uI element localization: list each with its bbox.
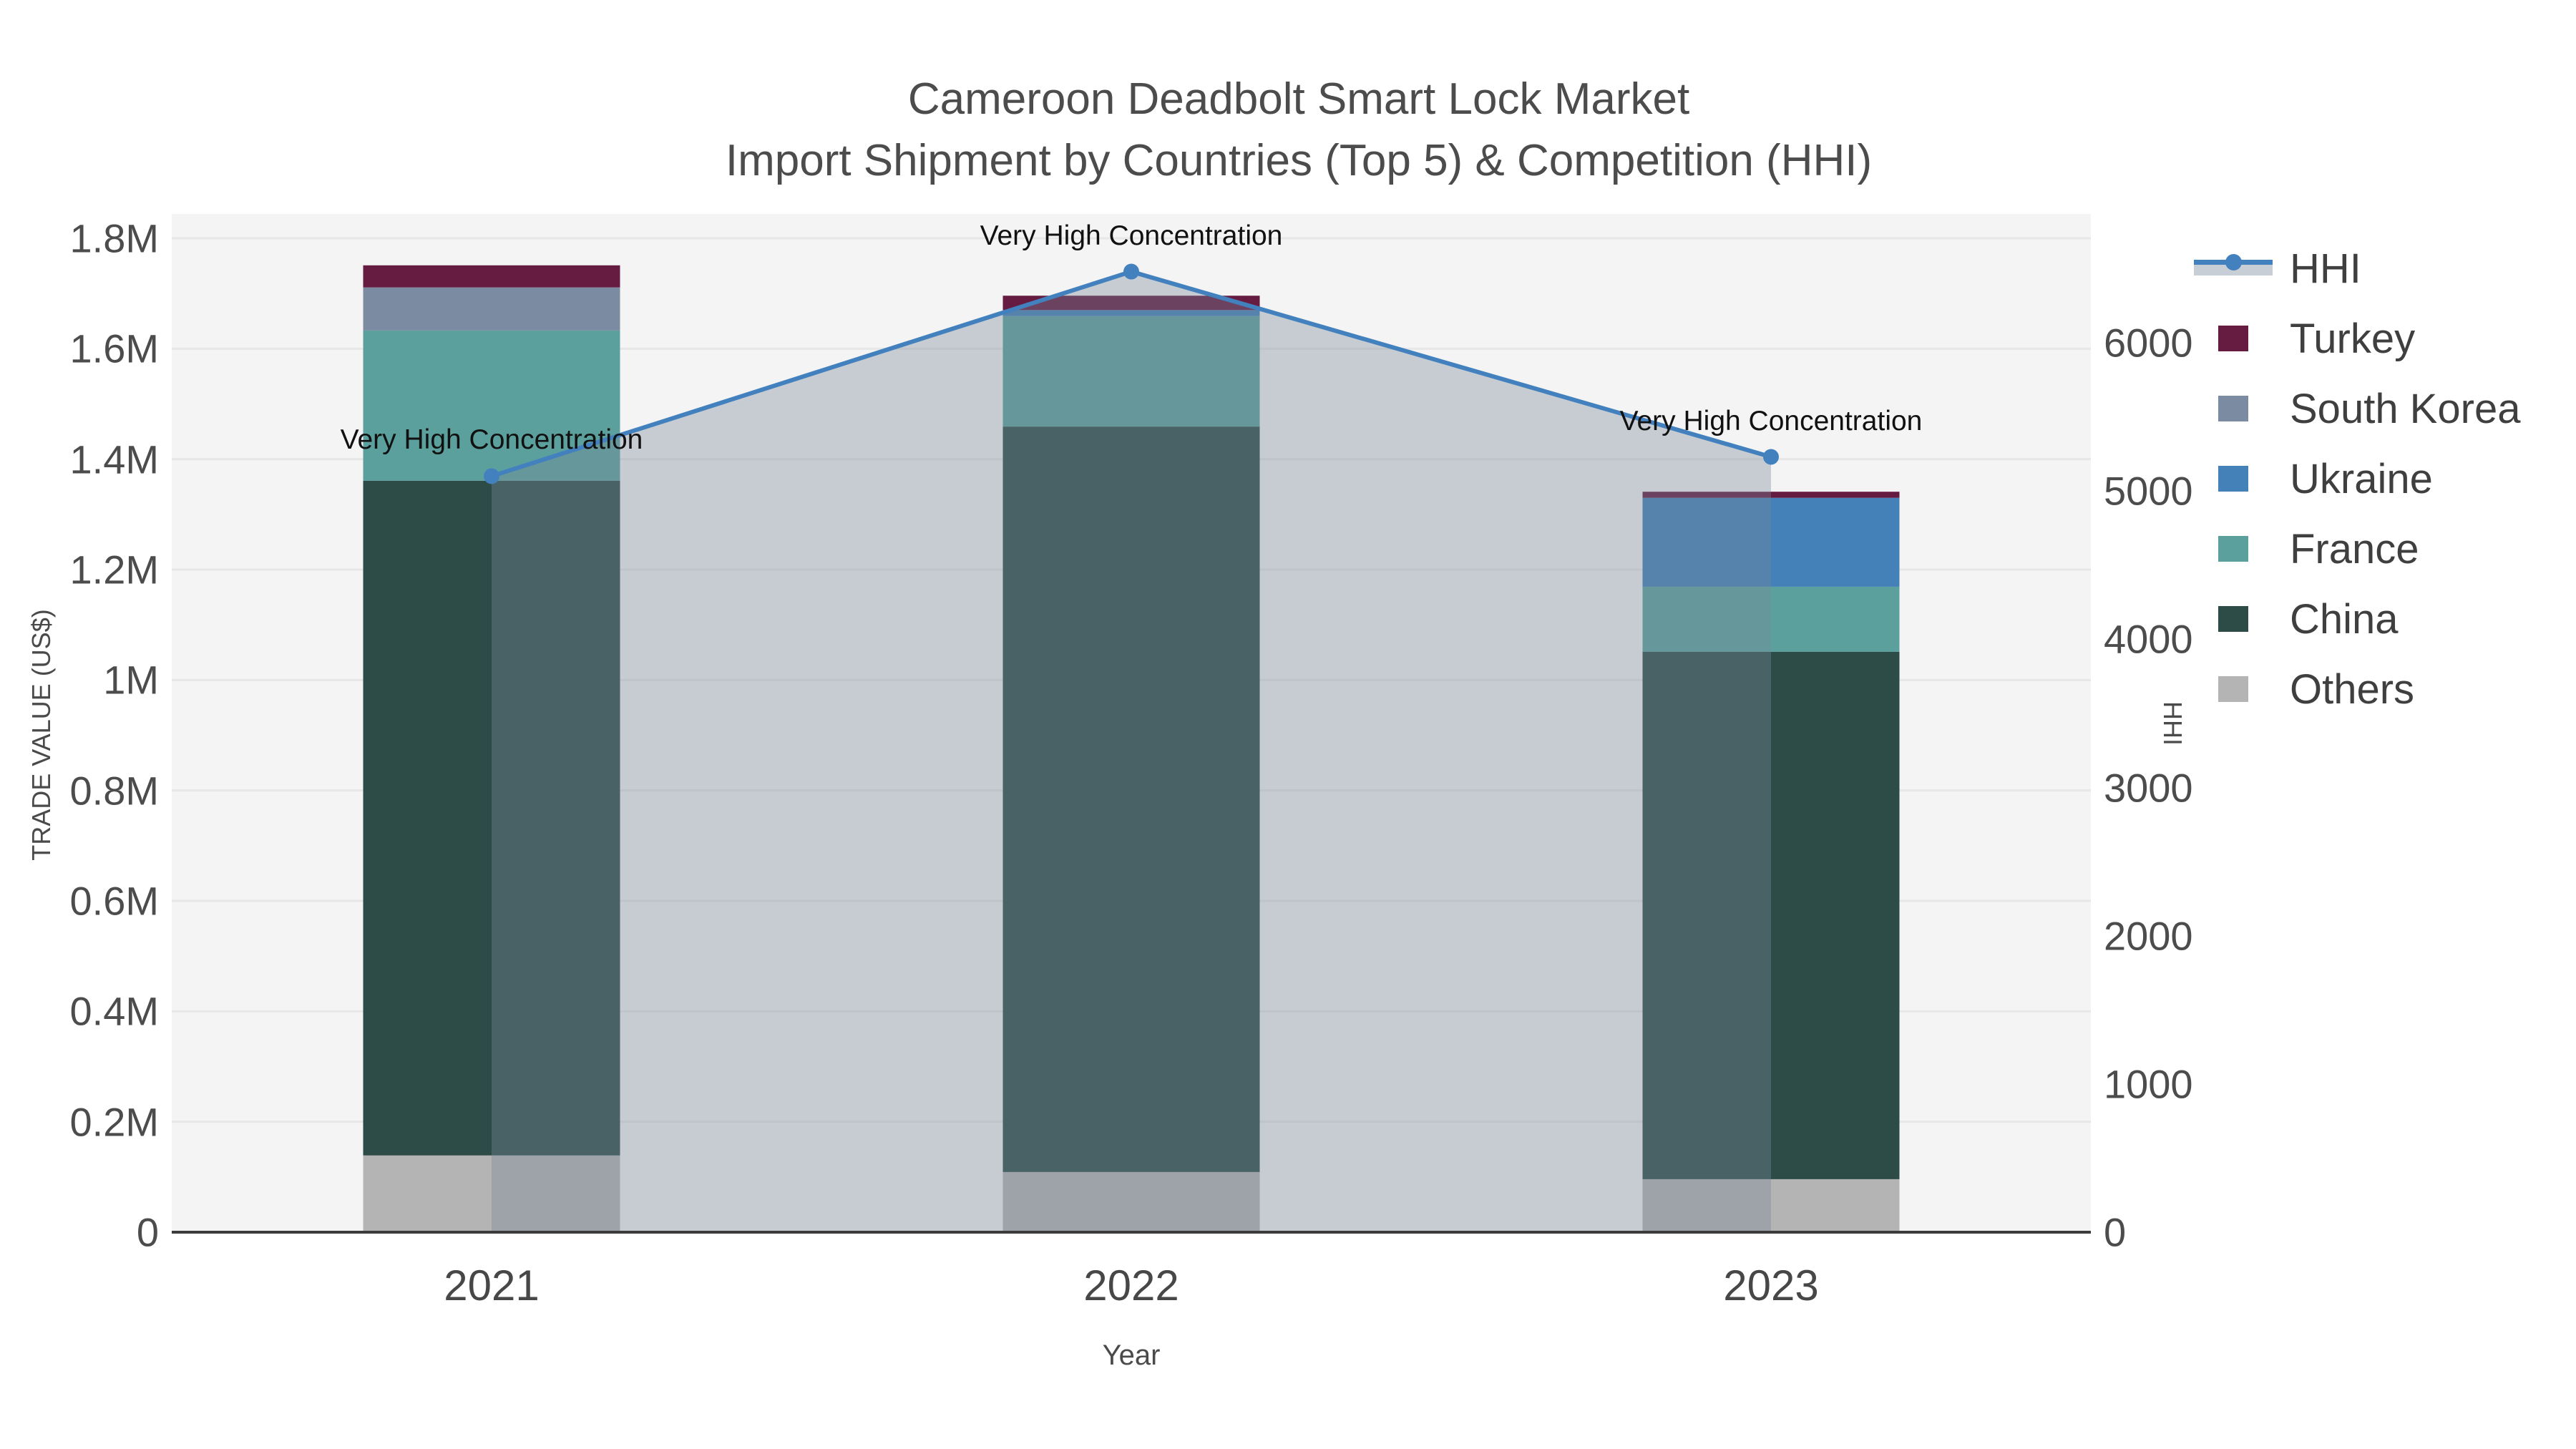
chart-title-line2: Import Shipment by Countries (Top 5) & C… xyxy=(725,136,1873,185)
legend-label: HHI xyxy=(2290,245,2361,292)
france-legend-glyph xyxy=(2194,527,2273,570)
y-tick-1.6M: 1.6M xyxy=(69,326,160,371)
bar-segment-2023-china[interactable] xyxy=(1642,651,1900,1179)
bar-segment-2023-turkey[interactable] xyxy=(1642,492,1900,498)
bar-segment-2021-others[interactable] xyxy=(363,1155,620,1232)
color-swatch xyxy=(2218,396,2248,421)
bar-segment-2021-turkey[interactable] xyxy=(363,265,620,288)
y2-axis-title: HHI xyxy=(2158,701,2187,746)
y-tick-0.2M: 0.2M xyxy=(69,1099,160,1145)
legend-label: Ukraine xyxy=(2290,455,2433,502)
y2-tick-5000: 5000 xyxy=(2104,468,2193,514)
legend-item-turkey[interactable]: Turkey xyxy=(2194,303,2520,374)
chart-title-line1: Cameroon Deadbolt Smart Lock Market xyxy=(907,74,1690,124)
legend-item-south-korea[interactable]: South Korea xyxy=(2194,374,2520,444)
color-swatch xyxy=(2218,466,2248,492)
y-axis-title: TRADE VALUE (US$) xyxy=(26,609,56,861)
china-legend-glyph xyxy=(2194,597,2273,640)
legend-label: Turkey xyxy=(2290,315,2416,362)
hhi-marker-2022[interactable] xyxy=(1123,263,1139,280)
annotation-2023: Very High Concentration xyxy=(1619,405,1923,436)
hhi-line-legend-glyph xyxy=(2194,247,2273,290)
y-tick-0.4M: 0.4M xyxy=(69,988,160,1034)
legend-item-others[interactable]: Others xyxy=(2194,654,2520,724)
legend: HHI Turkey South Korea Ukraine France China Ot… xyxy=(2194,233,2520,724)
chart-title: Cameroon Deadbolt Smart Lock Market Impo… xyxy=(726,69,1872,192)
bar-segment-2022-france[interactable] xyxy=(1002,316,1260,427)
color-swatch xyxy=(2218,676,2248,702)
y-tick-0.8M: 0.8M xyxy=(69,768,160,814)
x-axis-title: Year xyxy=(1102,1340,1161,1371)
hhi-marker-swatch xyxy=(2225,254,2242,270)
bar-segment-2021-south-korea[interactable] xyxy=(363,287,620,331)
legend-item-hhi[interactable]: HHI xyxy=(2194,233,2520,303)
color-swatch xyxy=(2218,606,2248,632)
bar-segment-2021-france[interactable] xyxy=(363,330,620,481)
y-tick-1M: 1M xyxy=(103,657,159,703)
legend-label: South Korea xyxy=(2290,385,2521,432)
bar-segment-2023-ukraine[interactable] xyxy=(1642,497,1900,587)
others-legend-glyph xyxy=(2194,668,2273,711)
bar-segment-2021-china[interactable] xyxy=(363,480,620,1156)
y-tick-0: 0 xyxy=(136,1209,159,1255)
legend-label: Others xyxy=(2290,665,2415,713)
x-tick-2023: 2023 xyxy=(1723,1262,1819,1309)
legend-label: China xyxy=(2290,595,2399,643)
south-korea-legend-glyph xyxy=(2194,387,2273,430)
y-tick-1.2M: 1.2M xyxy=(69,547,160,592)
bar-segment-2022-others[interactable] xyxy=(1002,1171,1260,1232)
bar-segment-2022-china[interactable] xyxy=(1002,426,1260,1172)
y2-tick-0: 0 xyxy=(2104,1209,2127,1255)
legend-item-france[interactable]: France xyxy=(2194,514,2520,584)
legend-item-china[interactable]: China xyxy=(2194,584,2520,654)
y2-tick-6000: 6000 xyxy=(2104,320,2193,366)
x-tick-2021: 2021 xyxy=(444,1262,540,1309)
y-tick-1.4M: 1.4M xyxy=(69,436,160,482)
hhi-marker-2021[interactable] xyxy=(484,468,499,484)
y-tick-1.8M: 1.8M xyxy=(69,215,160,261)
turkey-legend-glyph xyxy=(2194,317,2273,360)
y-tick-0.6M: 0.6M xyxy=(69,878,160,924)
x-tick-2022: 2022 xyxy=(1083,1262,1179,1309)
y2-tick-1000: 1000 xyxy=(2104,1061,2193,1107)
legend-item-ukraine[interactable]: Ukraine xyxy=(2194,444,2520,514)
color-swatch xyxy=(2218,326,2248,351)
bar-segment-2023-france[interactable] xyxy=(1642,586,1900,652)
hhi-area-fill xyxy=(492,271,1771,1232)
y2-tick-4000: 4000 xyxy=(2104,616,2193,662)
y2-tick-3000: 3000 xyxy=(2104,765,2193,810)
annotation-2021: Very High Concentration xyxy=(340,424,643,456)
bar-segment-2022-ukraine[interactable] xyxy=(1002,310,1260,316)
annotation-2022: Very High Concentration xyxy=(980,220,1283,251)
hhi-marker-2023[interactable] xyxy=(1763,449,1779,465)
y2-tick-2000: 2000 xyxy=(2104,913,2193,959)
bar-segment-2023-others[interactable] xyxy=(1642,1179,1900,1232)
color-swatch xyxy=(2218,536,2248,562)
legend-label: France xyxy=(2290,525,2419,572)
bar-segment-2022-turkey[interactable] xyxy=(1002,296,1260,311)
ukraine-legend-glyph xyxy=(2194,457,2273,500)
